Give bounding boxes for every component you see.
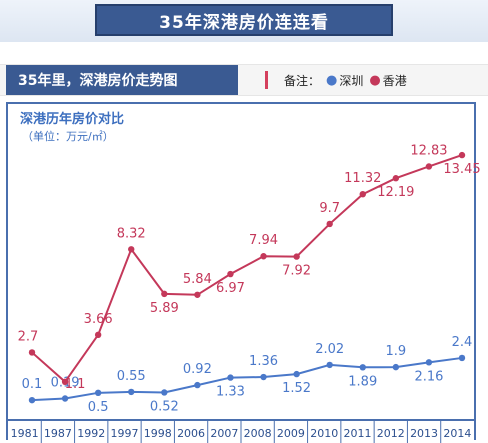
data-label-shenzhen: 1.52 [282, 381, 311, 396]
legend-dot-shenzhen-icon: ● [326, 72, 338, 88]
data-label-shenzhen: 0.1 [22, 377, 43, 392]
data-label-hongkong: 12.83 [410, 143, 447, 158]
data-label-hongkong: 5.89 [150, 301, 179, 316]
data-label-hongkong: 13.45 [443, 162, 480, 177]
data-label-hongkong: 1.1 [65, 377, 86, 392]
data-label-hongkong: 2.7 [18, 329, 39, 344]
data-point-shenzhen [94, 389, 102, 397]
data-point-hongkong [128, 246, 135, 253]
x-tick-label: 2009 [277, 427, 305, 440]
x-tick-label: 1997 [111, 427, 139, 440]
data-label-shenzhen: 0.52 [150, 399, 179, 414]
section-header: 35年里，深港房价走势图 备注： ● 深圳 ● 香港 [0, 64, 488, 96]
legend: 备注： ● 深圳 ● 香港 [284, 65, 407, 95]
x-tick-label: 2007 [210, 427, 238, 440]
data-label-shenzhen: 2.4 [452, 335, 473, 350]
x-tick-label: 1987 [44, 427, 72, 440]
data-label-shenzhen: 2.16 [414, 369, 443, 384]
section-divider [265, 71, 268, 89]
series-line-shenzhen [31, 356, 463, 402]
data-label-shenzhen: 1.36 [249, 354, 278, 369]
data-label-hongkong: 5.84 [183, 272, 212, 287]
x-tick-label: 1998 [144, 427, 172, 440]
x-tick-label: 2010 [310, 427, 338, 440]
data-label-hongkong: 6.97 [216, 281, 245, 296]
data-point-shenzhen [392, 363, 400, 371]
data-label-shenzhen: 2.02 [315, 342, 344, 357]
x-tick-label: 1981 [11, 427, 39, 440]
data-point-hongkong [326, 220, 333, 228]
data-point-shenzhen [260, 373, 267, 381]
data-point-shenzhen [161, 389, 168, 396]
data-label-hongkong: 9.7 [319, 201, 340, 216]
data-point-hongkong [28, 349, 36, 356]
data-point-hongkong [293, 253, 300, 260]
data-point-hongkong [227, 270, 234, 278]
data-point-shenzhen [128, 388, 135, 396]
legend-item-shenzhen: 深圳 [339, 73, 364, 88]
data-label-hongkong: 7.92 [282, 264, 311, 279]
x-tick-label: 2008 [244, 427, 272, 440]
data-point-hongkong [425, 163, 433, 170]
x-tick-label: 1992 [77, 427, 105, 440]
data-point-shenzhen [61, 395, 69, 402]
chart-unit: （单位：万元/㎡） [22, 130, 114, 143]
data-point-shenzhen [458, 354, 466, 362]
data-point-hongkong [94, 331, 102, 339]
data-label-shenzhen: 0.5 [88, 400, 109, 415]
data-point-hongkong [458, 151, 466, 159]
series-line-hongkong [31, 154, 463, 384]
data-point-shenzhen [293, 370, 300, 378]
data-point-shenzhen [425, 359, 433, 366]
data-point-shenzhen [194, 381, 201, 389]
data-label-shenzhen: 0.92 [183, 362, 212, 377]
legend-item-hongkong: 香港 [382, 73, 407, 88]
chart-frame [6, 102, 476, 440]
data-point-shenzhen [28, 396, 36, 404]
data-label-shenzhen: 1.89 [348, 374, 377, 389]
section-title: 35年里，深港房价走势图 [6, 65, 238, 95]
x-tick-label: 2011 [344, 427, 372, 440]
data-point-shenzhen [359, 364, 366, 371]
legend-dot-hongkong-icon: ● [369, 72, 381, 88]
data-point-shenzhen [326, 361, 333, 369]
legend-label: 备注： [284, 73, 321, 88]
x-tick-label: 2013 [410, 427, 438, 440]
data-point-hongkong [359, 190, 366, 198]
data-label-shenzhen: 0.55 [117, 369, 146, 384]
chart-title: 深港历年房价对比 [20, 112, 125, 127]
data-point-hongkong [392, 175, 400, 182]
data-point-hongkong [61, 378, 69, 386]
data-label-hongkong: 7.94 [249, 233, 278, 248]
data-point-shenzhen [227, 374, 234, 381]
data-label-shenzhen: 1.9 [386, 344, 407, 359]
data-label-hongkong: 3.66 [84, 312, 113, 327]
x-tick-label: 2014 [443, 427, 471, 440]
data-label-hongkong: 11.32 [344, 171, 381, 186]
data-point-hongkong [260, 253, 267, 260]
data-label-hongkong: 8.32 [117, 226, 146, 241]
x-tick-label: 2012 [377, 427, 405, 440]
data-label-shenzhen: 1.33 [216, 385, 245, 400]
data-label-hongkong: 12.19 [377, 185, 414, 200]
data-point-hongkong [161, 290, 168, 298]
data-point-hongkong [194, 291, 201, 298]
x-tick-label: 2006 [177, 427, 205, 440]
page-title: 35年深港房价连连看 [95, 4, 393, 36]
